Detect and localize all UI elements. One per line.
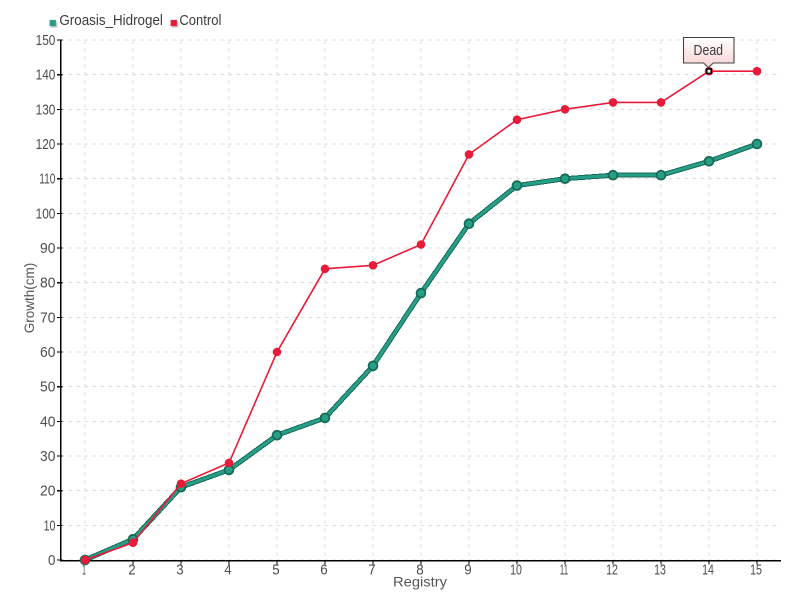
svg-text:6: 6 — [320, 562, 327, 579]
svg-text:150: 150 — [36, 32, 56, 49]
svg-text:130: 130 — [36, 101, 56, 118]
svg-text:Registry: Registry — [393, 574, 447, 590]
svg-text:13: 13 — [654, 562, 666, 579]
svg-text:3: 3 — [176, 562, 183, 579]
svg-text:12: 12 — [606, 562, 618, 579]
svg-text:8: 8 — [416, 562, 423, 579]
svg-text:40: 40 — [40, 413, 55, 430]
svg-text:Growth(cm): Growth(cm) — [21, 263, 37, 334]
svg-text:20: 20 — [40, 483, 55, 500]
svg-text:5: 5 — [272, 562, 279, 579]
svg-text:11: 11 — [560, 562, 568, 579]
svg-text:7: 7 — [368, 562, 375, 579]
svg-text:4: 4 — [224, 562, 231, 579]
svg-text:0: 0 — [48, 552, 55, 569]
svg-text:2: 2 — [128, 562, 135, 579]
svg-text:60: 60 — [40, 344, 55, 361]
svg-text:30: 30 — [40, 448, 55, 465]
svg-text:140: 140 — [36, 67, 56, 84]
svg-text:50: 50 — [40, 379, 55, 396]
svg-text:80: 80 — [40, 275, 55, 292]
svg-text:Groasis_Hidrogel: Groasis_Hidrogel — [59, 13, 162, 29]
svg-text:10: 10 — [510, 562, 522, 579]
svg-text:100: 100 — [36, 205, 56, 222]
svg-text:1: 1 — [82, 562, 86, 579]
svg-text:10: 10 — [44, 517, 56, 534]
svg-text:15: 15 — [750, 562, 762, 579]
svg-text:70: 70 — [40, 309, 55, 326]
svg-text:Control: Control — [179, 13, 221, 29]
svg-text:110: 110 — [39, 171, 55, 188]
svg-text:Dead: Dead — [694, 42, 724, 59]
svg-text:90: 90 — [40, 240, 55, 257]
svg-text:9: 9 — [464, 562, 471, 579]
svg-text:120: 120 — [36, 136, 56, 153]
svg-text:14: 14 — [702, 562, 714, 579]
